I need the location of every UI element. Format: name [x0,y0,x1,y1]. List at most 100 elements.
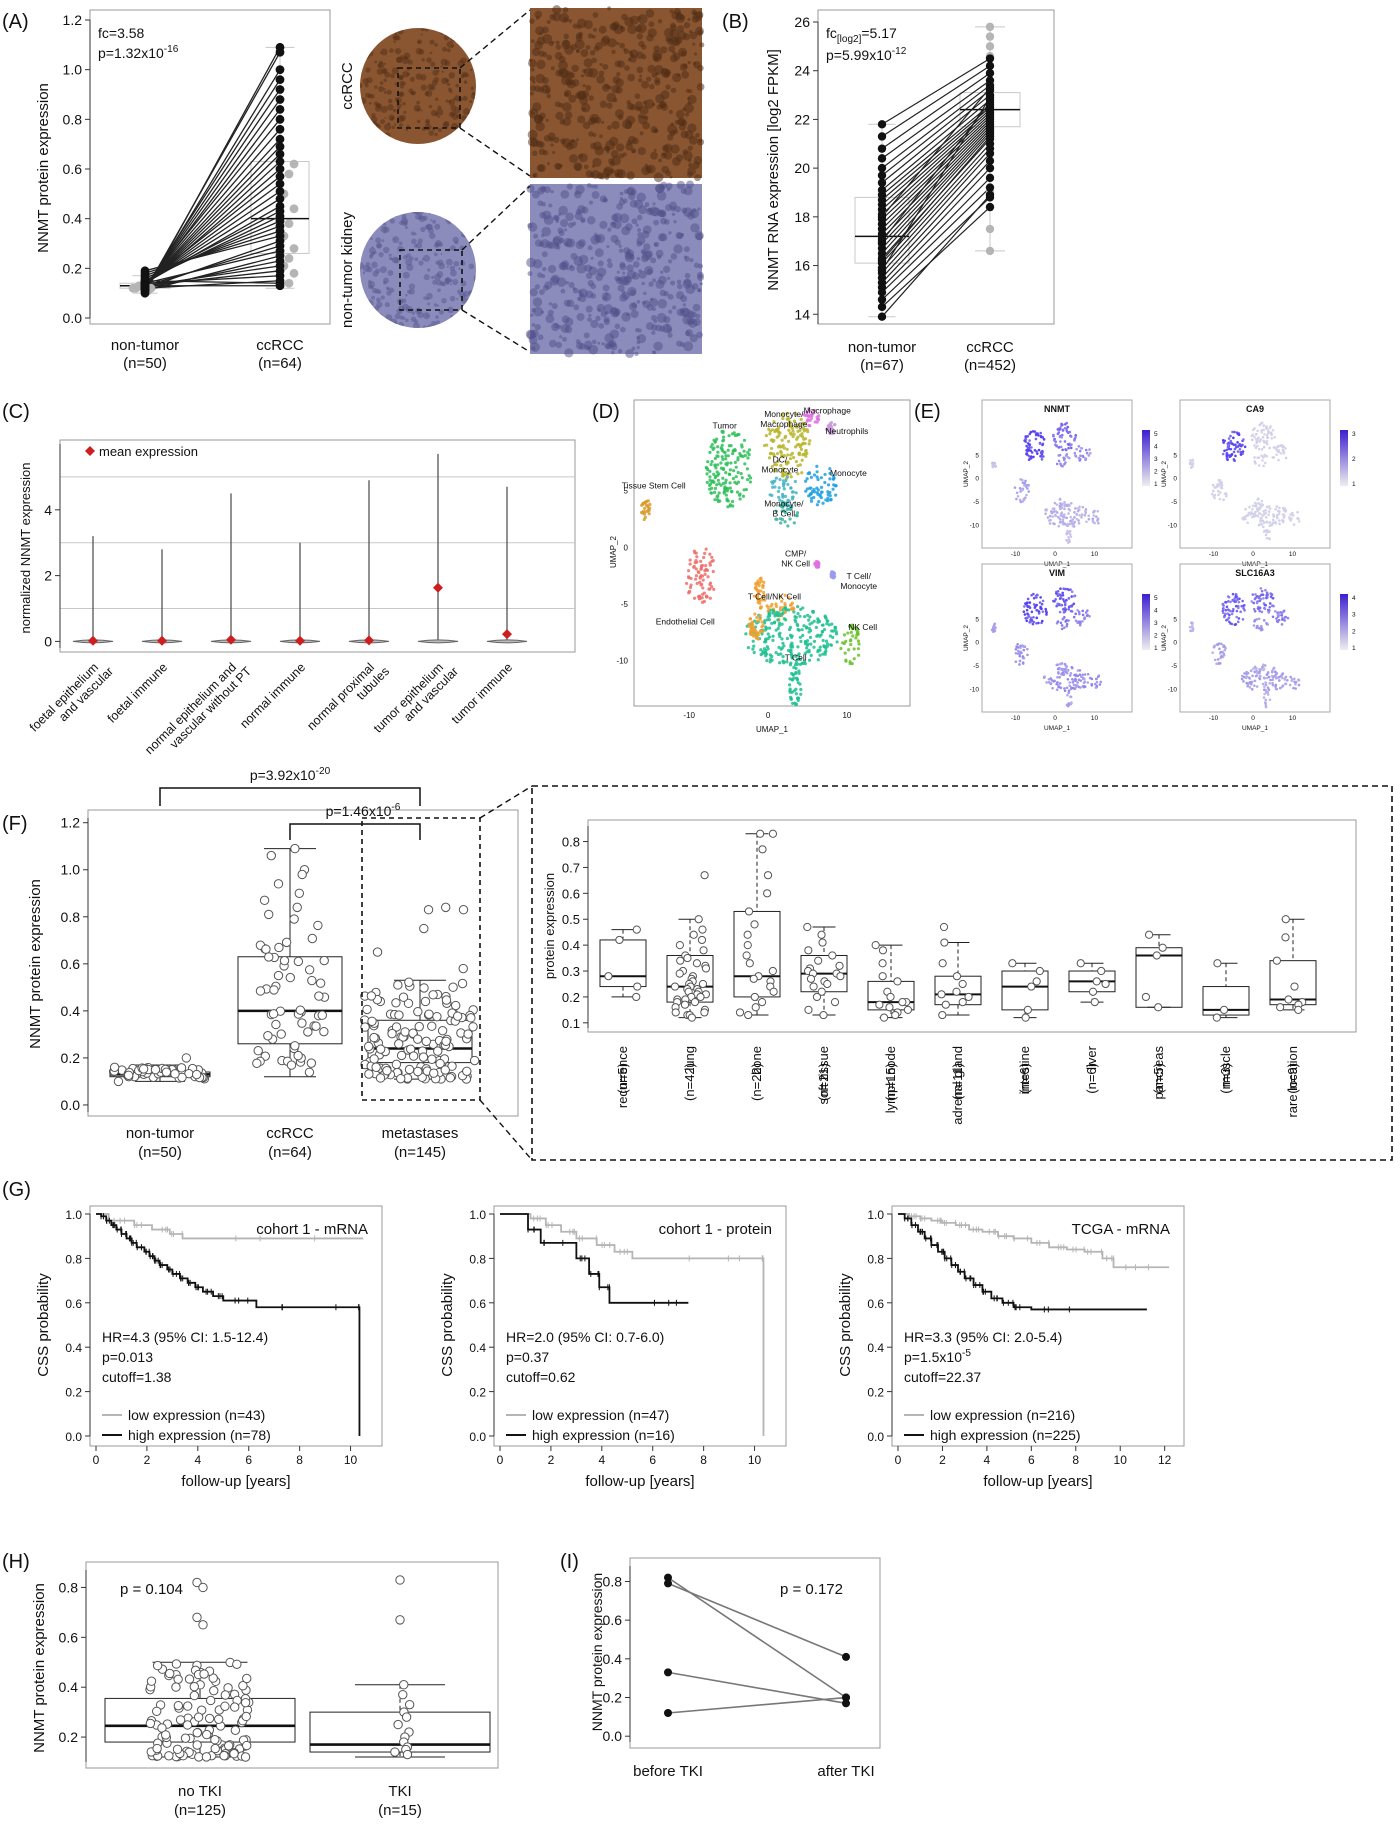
tissue-texture [384,117,387,120]
umap-point [1256,514,1260,518]
tissue-texture [434,97,439,101]
tissue-texture [611,350,615,355]
umap-point [1059,520,1062,524]
umap-point [1030,451,1034,454]
data-point [261,944,271,954]
data-point [396,1073,406,1084]
tissue-texture [383,87,386,91]
tissue-texture [668,309,673,314]
umap-point [1224,494,1228,498]
umap-point [1070,595,1073,598]
umap-point [758,577,763,581]
umap-point [1225,618,1228,622]
data-point [1290,982,1299,991]
x-tick-label: 10 [1289,715,1297,722]
data-point [457,978,468,989]
panel-label-I: (I) [560,1551,579,1573]
umap-point [704,564,708,568]
tissue-texture [687,145,694,151]
tissue-texture [570,139,575,144]
data-point [878,972,887,981]
annotation: fc[log2]=5.17 [826,25,897,45]
data-point [307,975,317,986]
umap-point [1278,679,1281,682]
tissue-texture [360,262,365,270]
umap-point [1028,439,1031,442]
umap-point [646,504,650,508]
umap-point [1069,520,1072,523]
data-point [271,1019,281,1030]
umap-point [1055,462,1059,466]
data-point [985,83,995,92]
pair-line [881,99,991,191]
data-point [823,979,832,989]
tissue-texture [665,182,673,190]
umap-point [807,618,811,622]
tissue-texture [574,212,583,221]
umap-point [761,624,765,628]
umap-point [1218,491,1222,494]
umap-point [809,628,813,633]
tissue-texture [416,100,421,105]
tissue-texture [386,286,390,291]
umap-point [1058,675,1061,679]
tissue-texture [423,296,427,300]
umap-point [1273,436,1276,439]
data-point [275,65,285,75]
umap-point [1222,498,1225,502]
umap-point [1030,610,1034,614]
umap-point [1073,673,1076,677]
umap-point [1039,431,1042,435]
umap-point [1219,482,1223,486]
umap-point [1289,513,1292,516]
tissue-texture [384,132,391,139]
umap-point [1256,498,1259,501]
data-point [375,1044,386,1054]
tissue-texture [646,76,652,82]
plot-frame [59,439,576,653]
umap-point [1258,667,1261,671]
umap-point [1274,522,1278,525]
tissue-texture [619,196,624,201]
color-scale-bar [1340,430,1348,486]
tissue-texture [402,271,410,279]
umap-point [1023,613,1027,616]
data-point [424,1009,434,1019]
umap-point [1262,445,1266,449]
umap-point [803,427,807,432]
umap-point [1069,695,1072,698]
umap-point [688,562,692,566]
umap-point [1235,615,1238,619]
umap-point [1264,603,1268,607]
tissue-texture [690,223,700,233]
tissue-texture [573,190,582,199]
data-point [877,120,887,129]
tissue-texture [360,229,364,238]
tissue-texture [437,288,441,293]
umap-point [746,456,750,460]
umap-point [751,633,756,637]
umap-point [797,451,802,455]
umap-point [762,647,766,651]
y-tick-label: 18 [794,209,810,225]
umap-point [766,632,770,636]
umap-point [1269,425,1272,428]
tissue-texture [645,165,653,173]
umap-point [850,662,854,666]
data-point [441,995,452,1005]
umap-point [1259,518,1262,522]
tissue-texture [376,297,381,303]
umap-point [1068,533,1072,536]
tissue-texture [699,42,705,48]
umap-point [1085,614,1089,617]
umap-point [1062,522,1066,525]
umap-point [1267,510,1271,513]
umap-point [1270,433,1273,436]
tissue-texture [389,218,396,224]
tissue-texture [447,220,452,225]
tissue-texture [558,60,568,71]
data-point [413,1066,423,1077]
tissue-texture [380,48,388,56]
umap-point [712,472,716,477]
umap-point [816,633,820,637]
